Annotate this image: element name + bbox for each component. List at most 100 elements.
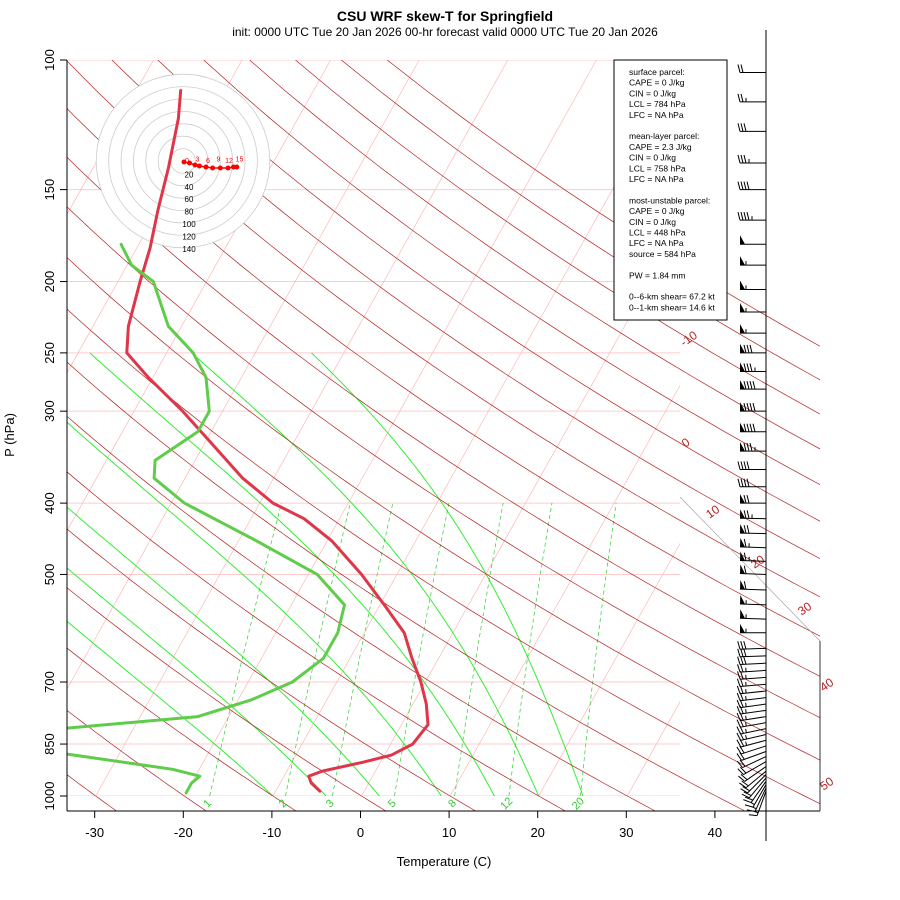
wind-full-barb xyxy=(740,93,744,103)
wind-full-barb xyxy=(740,648,744,657)
x-tick-label: 10 xyxy=(442,825,456,840)
wind-barb xyxy=(739,595,767,606)
moist-adiabat-line xyxy=(67,506,380,796)
wind-pennant xyxy=(740,422,745,432)
wind-barb xyxy=(739,609,767,620)
wind-full-barb xyxy=(737,181,741,190)
dry-adiabat-line xyxy=(67,308,820,805)
wind-full-barb xyxy=(749,344,753,354)
wind-pennant xyxy=(740,580,746,590)
isotherm-line xyxy=(67,60,420,690)
wind-full-barb xyxy=(740,656,744,665)
wind-full-barb xyxy=(746,443,750,452)
dry-adiabat-line xyxy=(249,60,820,450)
wind-barb-shaft xyxy=(756,790,767,816)
wind-barb xyxy=(740,256,766,266)
hodograph-height-label: 0 xyxy=(185,158,189,165)
wind-full-barb xyxy=(740,123,744,132)
hodograph-ring xyxy=(132,111,233,211)
wind-barb-shaft xyxy=(743,761,767,776)
stats-line: 0--6-km shear= 67.2 kt xyxy=(629,292,715,302)
stats-line: LCL = 758 hPa xyxy=(629,163,686,173)
hodograph-ring xyxy=(145,123,221,199)
wind-half-barb xyxy=(745,734,747,740)
wind-full-barb xyxy=(740,154,744,164)
stats-line: CIN = 0 J/kg xyxy=(629,88,676,98)
wind-full-barb xyxy=(746,380,750,390)
wind-barb xyxy=(741,777,767,799)
profile-layer xyxy=(67,89,430,795)
wind-full-barb xyxy=(737,656,741,665)
wind-full-barb xyxy=(743,363,747,372)
wind-full-barb xyxy=(746,510,750,519)
wind-barb-shaft xyxy=(740,676,767,680)
wind-barb xyxy=(740,343,766,354)
dry-adiabat-label: -10 xyxy=(678,328,701,350)
wind-barb-shaft xyxy=(739,588,767,591)
wind-half-barb xyxy=(754,810,759,814)
wind-pennant xyxy=(740,609,746,619)
dry-adiabat-line xyxy=(67,709,207,811)
mixing-ratio-label: 1 xyxy=(201,797,214,810)
wind-barb-shaft xyxy=(752,784,767,808)
wind-barb xyxy=(736,699,767,709)
moist-adiabat-line xyxy=(67,567,327,796)
wind-full-barb xyxy=(743,581,747,590)
stats-line: LCL = 784 hPa xyxy=(629,99,686,109)
wind-full-barb xyxy=(736,692,741,701)
wind-barb xyxy=(736,712,767,722)
wind-full-barb xyxy=(736,685,741,694)
wind-barb-shaft xyxy=(739,617,767,620)
wind-full-barb xyxy=(746,478,750,487)
stats-line: LFC = NA hPa xyxy=(629,174,684,184)
hodograph-ring-label: 20 xyxy=(185,170,194,179)
wind-barb xyxy=(737,181,766,191)
wind-full-barb xyxy=(743,656,747,665)
wind-full-barb xyxy=(743,640,747,650)
mixing-ratio-line xyxy=(285,503,351,796)
hodograph: 20 40 60 80 100 120 140 0 3 6 9 12 15 xyxy=(95,73,271,254)
wind-barb-shaft xyxy=(741,745,767,755)
wind-barb-shaft xyxy=(748,777,767,799)
wind-barb xyxy=(737,93,766,103)
wind-barb-shaft xyxy=(739,546,767,549)
wind-pennant xyxy=(740,343,745,353)
wind-full-barb xyxy=(736,726,742,735)
wind-full-barb xyxy=(743,525,747,534)
isotherm-line xyxy=(716,60,900,796)
moist-adiabat-line xyxy=(67,421,442,796)
wind-full-barb xyxy=(737,461,741,470)
wind-full-barb xyxy=(746,809,756,812)
wind-full-barb xyxy=(749,423,753,432)
wind-barb-shaft xyxy=(750,780,767,803)
hodograph-height-label: 12 xyxy=(225,158,233,165)
wind-full-barb xyxy=(738,775,746,782)
wind-barb xyxy=(739,509,767,520)
isotherm-line xyxy=(67,60,154,216)
wind-full-barb xyxy=(749,380,753,390)
stats-line: LFC = NA hPa xyxy=(629,238,684,248)
dewpoint-trace xyxy=(67,242,346,795)
y-tick-label: 500 xyxy=(42,564,57,586)
wind-full-barb xyxy=(740,788,748,794)
y-axis-label: P (hPa) xyxy=(2,413,17,457)
wind-full-barb xyxy=(743,510,747,519)
wind-full-barb xyxy=(746,403,750,412)
wind-pennant xyxy=(740,303,745,313)
hodograph-ring-label: 140 xyxy=(182,245,196,254)
wind-full-barb xyxy=(746,181,750,190)
wind-pennant xyxy=(740,280,745,290)
moist-adiabat-line xyxy=(191,352,540,796)
wind-full-barb xyxy=(740,641,744,650)
wind-barb xyxy=(740,623,766,634)
hodograph-ring xyxy=(120,98,246,224)
wind-full-barb xyxy=(737,93,741,103)
dry-adiabat-label: 10 xyxy=(703,502,722,521)
wind-barb xyxy=(739,580,767,591)
y-tick-label: 300 xyxy=(42,400,57,422)
hodograph-height-label: 15 xyxy=(236,157,244,164)
wind-pennant xyxy=(740,623,745,633)
wind-full-barb xyxy=(743,423,747,432)
wind-barb xyxy=(737,211,766,221)
